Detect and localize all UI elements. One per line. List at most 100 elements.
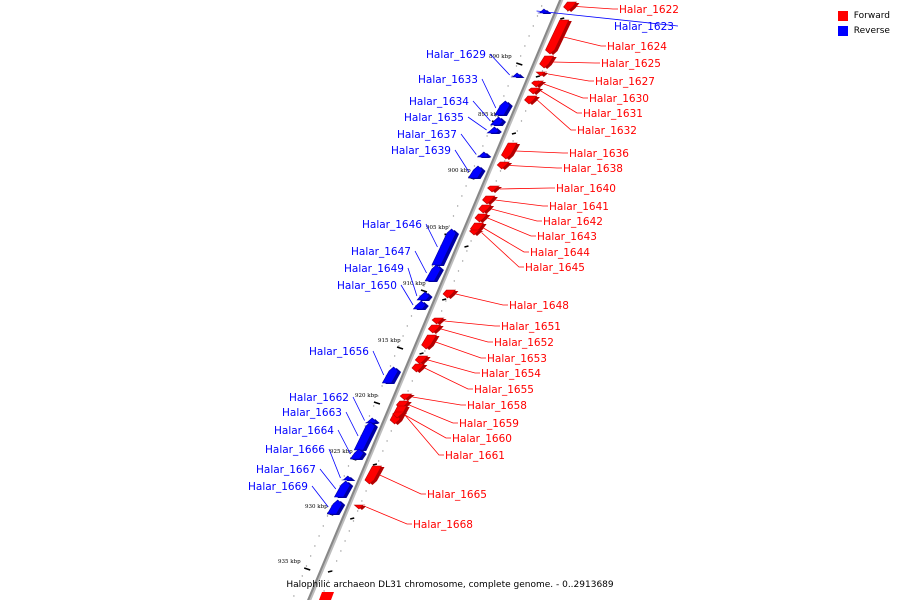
gene-halar-1664[interactable] — [349, 448, 367, 460]
gene-halar-1656[interactable] — [381, 366, 402, 384]
gene-label[interactable]: Halar_1624 — [607, 41, 667, 53]
gene-label[interactable]: Halar_1636 — [569, 148, 629, 160]
gene-label[interactable]: Halar_1653 — [487, 353, 547, 365]
gene-label-group: Halar_1623 — [536, 10, 679, 33]
gene-label[interactable]: Halar_1649 — [344, 263, 404, 275]
gene-label[interactable]: Halar_1646 — [362, 219, 422, 231]
gene-halar-1669[interactable] — [326, 499, 346, 515]
gene-halar-1655[interactable] — [411, 363, 428, 373]
gene-halar-1622[interactable] — [563, 1, 580, 12]
gene-halar-1668[interactable] — [353, 504, 369, 510]
gene-label[interactable]: Halar_1643 — [537, 231, 597, 243]
gene-label[interactable]: Halar_1641 — [549, 201, 609, 213]
leader-line — [408, 404, 458, 424]
gene-halar-1667[interactable] — [333, 480, 354, 498]
gene-halar-1654[interactable] — [414, 355, 431, 365]
gene-halar-1632[interactable] — [524, 95, 540, 105]
gene-label[interactable]: Halar_1663 — [282, 407, 342, 419]
gene-label[interactable]: Halar_1639 — [391, 145, 451, 157]
guide-dot — [377, 460, 380, 462]
gene-label[interactable]: Halar_1666 — [265, 444, 325, 456]
gene-halar-1624[interactable] — [545, 19, 572, 55]
gene-label[interactable]: Halar_1658 — [467, 400, 527, 412]
gene-halar-1642[interactable] — [478, 204, 495, 214]
gene-label[interactable]: Halar_1650 — [337, 280, 397, 292]
gene-label[interactable]: Halar_1638 — [563, 163, 623, 175]
gene-halar-1648[interactable] — [442, 289, 459, 299]
gene-halar-1641[interactable] — [482, 195, 498, 205]
gene-label[interactable]: Halar_1648 — [509, 300, 569, 312]
gene-halar-1625[interactable] — [539, 55, 557, 69]
gene-halar-1638[interactable] — [496, 161, 513, 170]
gene-label[interactable]: Halar_1637 — [397, 129, 457, 141]
gene-halar-1651[interactable] — [431, 317, 447, 325]
tick-label: 905 kbp — [426, 225, 449, 231]
gene-label[interactable]: Halar_1660 — [452, 433, 512, 445]
gene-halar-1637[interactable] — [477, 151, 492, 158]
gene-label[interactable]: Halar_1633 — [418, 74, 478, 86]
gene-label[interactable]: Halar_1627 — [595, 76, 655, 88]
gene-label[interactable]: Halar_1664 — [274, 425, 334, 437]
gene-halar-1647[interactable] — [424, 264, 444, 282]
gene-halar-1635[interactable] — [486, 126, 502, 134]
gene-label[interactable]: Halar_1622 — [619, 4, 679, 16]
gene-halar-1650[interactable] — [412, 300, 429, 310]
guide-dot — [314, 545, 316, 547]
gene-label[interactable]: Halar_1654 — [481, 368, 541, 380]
gene-halar-1630[interactable] — [531, 80, 547, 88]
gene-label[interactable]: Halar_1629 — [426, 49, 486, 61]
gene-label[interactable]: Halar_1667 — [256, 464, 316, 476]
gene-halar-1640[interactable] — [487, 185, 503, 193]
gene-label[interactable]: Halar_1640 — [556, 183, 616, 195]
gene-label[interactable]: Halar_1631 — [583, 108, 643, 120]
gene-label[interactable]: Halar_1634 — [409, 96, 469, 108]
gene-label[interactable]: Halar_1642 — [543, 216, 603, 228]
gene-halar-1645[interactable] — [468, 229, 484, 236]
tick-mark — [516, 62, 523, 66]
gene-halar-1636[interactable] — [501, 142, 521, 160]
gene-body — [477, 151, 489, 158]
gene-label[interactable]: Halar_1668 — [413, 519, 473, 531]
gene-label[interactable]: Halar_1652 — [494, 337, 554, 349]
gene-halar-1634[interactable] — [490, 116, 507, 126]
gene-halar-1662[interactable] — [365, 417, 380, 424]
gene-label[interactable]: Halar_1659 — [459, 418, 519, 430]
gene-label[interactable]: Halar_1623 — [614, 21, 674, 33]
minor-tick — [372, 463, 378, 466]
gene-label[interactable]: Halar_1644 — [530, 247, 590, 259]
leader-line — [487, 217, 536, 237]
gene-label[interactable]: Halar_1625 — [601, 58, 661, 70]
gene-halar-1639[interactable] — [467, 165, 486, 179]
gene-halar-1666[interactable] — [341, 475, 356, 481]
gene-label[interactable]: Halar_1645 — [525, 262, 585, 274]
gene-label-group: Halar_1667 — [256, 464, 337, 490]
gene-label[interactable]: Halar_1630 — [589, 93, 649, 105]
gene-halar-1658[interactable] — [399, 393, 415, 401]
gene-halar-1643[interactable] — [474, 213, 491, 223]
leader-line — [455, 293, 508, 306]
gene-label-group: Halar_1642 — [491, 208, 603, 228]
gene-halar-1627[interactable] — [535, 71, 550, 77]
gene-label[interactable]: Halar_1635 — [404, 112, 464, 124]
gene-halar-1631[interactable] — [528, 87, 544, 95]
leader-line — [404, 414, 444, 456]
gene-label[interactable]: Halar_1656 — [309, 346, 369, 358]
gene-label[interactable]: Halar_1661 — [445, 450, 505, 462]
gene-label[interactable]: Halar_1662 — [289, 392, 349, 404]
gene-label[interactable]: Halar_1647 — [351, 246, 411, 258]
gene-label[interactable]: Halar_1669 — [248, 481, 308, 493]
gene-halar-1652[interactable] — [427, 324, 444, 334]
gene-halar-1665[interactable] — [364, 465, 385, 485]
gene-label[interactable]: Halar_1655 — [474, 384, 534, 396]
gene-halar-1629[interactable] — [510, 72, 525, 78]
gene-label-group: Halar_1637 — [397, 129, 477, 155]
gene-halar-1649[interactable] — [416, 291, 433, 301]
gene-label[interactable]: Halar_1651 — [501, 321, 561, 333]
gene-halar-1633[interactable] — [494, 100, 513, 116]
gene-halar-1661[interactable] — [392, 411, 408, 419]
gene-halar-1653[interactable] — [421, 334, 440, 350]
gene-label[interactable]: Halar_1665 — [427, 489, 487, 501]
gene-label[interactable]: Halar_1632 — [577, 125, 637, 137]
leader-line — [352, 396, 365, 421]
tick-label: 920 kbp — [355, 393, 378, 399]
